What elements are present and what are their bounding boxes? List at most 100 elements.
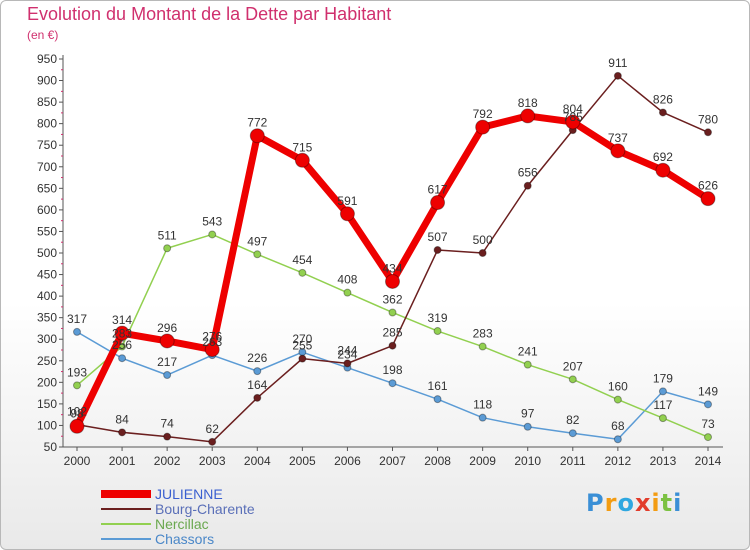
data-point-bourg-charente xyxy=(118,428,127,437)
data-label-chassors: 68 xyxy=(611,419,625,433)
data-point-bourg-charente xyxy=(478,249,487,257)
data-point-nercillac xyxy=(613,395,622,404)
data-point-nercillac xyxy=(704,433,712,442)
data-point-nercillac xyxy=(73,381,81,390)
data-label-julienne: 314 xyxy=(112,313,132,327)
data-label-chassors: 234 xyxy=(337,348,357,362)
data-point-bourg-charente xyxy=(298,354,307,363)
data-label-chassors: 198 xyxy=(382,363,402,377)
data-label-nercillac: 73 xyxy=(701,417,715,431)
data-point-chassors xyxy=(523,422,532,431)
data-point-julienne xyxy=(159,333,175,349)
logo-letter: x xyxy=(634,489,652,517)
data-point-julienne xyxy=(204,342,220,358)
data-label-julienne: 626 xyxy=(698,179,718,193)
y-tick-label: 500 xyxy=(37,246,57,260)
data-label-bourg-charente: 244 xyxy=(337,343,357,357)
x-tick-label: 2003 xyxy=(199,454,226,468)
unit-label: (en €) xyxy=(27,28,59,42)
data-label-chassors: 82 xyxy=(566,413,580,427)
data-label-nercillac: 511 xyxy=(158,228,177,242)
y-tick-label: 350 xyxy=(37,311,57,325)
data-label-nercillac: 160 xyxy=(608,380,628,394)
data-label-nercillac: 117 xyxy=(653,398,672,412)
data-point-julienne xyxy=(430,195,446,211)
y-tick-label: 900 xyxy=(37,74,57,88)
x-tick-label: 2006 xyxy=(334,454,361,468)
data-label-julienne: 818 xyxy=(518,96,538,110)
x-tick-label: 2014 xyxy=(695,454,722,468)
data-point-nercillac xyxy=(208,230,217,239)
data-point-chassors xyxy=(118,354,127,363)
data-point-chassors xyxy=(388,379,397,388)
data-point-bourg-charente xyxy=(343,359,352,368)
data-label-julienne: 591 xyxy=(337,194,357,208)
y-tick-label: 450 xyxy=(37,268,57,282)
data-point-julienne xyxy=(385,273,400,289)
data-label-nercillac: 454 xyxy=(292,253,312,267)
data-point-nercillac xyxy=(343,288,352,297)
logo-letter: i xyxy=(673,489,683,517)
data-point-nercillac xyxy=(523,360,532,369)
x-tick-label: 2011 xyxy=(560,454,586,468)
data-label-julienne: 296 xyxy=(157,321,177,335)
x-tick-label: 2010 xyxy=(514,454,541,468)
data-point-bourg-charente xyxy=(388,341,397,350)
data-label-chassors: 118 xyxy=(473,398,492,412)
data-point-julienne xyxy=(69,418,85,434)
logo-letter: P xyxy=(586,489,605,517)
data-point-nercillac xyxy=(568,375,577,384)
data-label-bourg-charente: 84 xyxy=(115,412,129,426)
y-tick-label: 750 xyxy=(37,138,57,152)
data-point-bourg-charente xyxy=(658,108,667,117)
data-point-bourg-charente xyxy=(523,181,532,190)
data-point-chassors xyxy=(613,435,622,444)
data-label-bourg-charente: 656 xyxy=(518,166,538,180)
data-label-bourg-charente: 507 xyxy=(428,230,448,244)
x-tick-label: 2007 xyxy=(379,454,406,468)
data-point-julienne xyxy=(294,152,310,168)
x-tick-label: 2005 xyxy=(289,454,316,468)
data-label-julienne: 715 xyxy=(292,140,312,154)
data-point-julienne xyxy=(610,143,626,159)
chart-title: Evolution du Montant de la Dette par Hab… xyxy=(27,4,392,24)
x-tick-label: 2013 xyxy=(650,454,677,468)
x-tick-label: 2000 xyxy=(64,454,91,468)
logo-letter: i xyxy=(651,489,661,517)
data-label-chassors: 256 xyxy=(112,338,132,352)
data-point-nercillac xyxy=(388,308,397,317)
data-point-julienne xyxy=(114,325,130,341)
y-tick-label: 800 xyxy=(37,117,57,131)
data-label-bourg-charente: 785 xyxy=(563,110,583,124)
data-point-julienne xyxy=(565,114,581,130)
data-label-julienne: 792 xyxy=(473,107,493,121)
data-point-chassors xyxy=(73,327,81,336)
legend-swatch xyxy=(101,490,151,498)
data-point-julienne xyxy=(655,162,671,178)
data-point-bourg-charente xyxy=(253,393,262,402)
legend-swatch xyxy=(101,523,151,525)
data-label-bourg-charente: 74 xyxy=(160,417,174,431)
x-tick-label: 2012 xyxy=(605,454,632,468)
data-point-bourg-charente xyxy=(704,128,712,137)
data-point-nercillac xyxy=(163,244,172,253)
y-tick-label: 400 xyxy=(37,289,57,303)
y-tick-label: 50 xyxy=(44,440,58,454)
y-tick-label: 100 xyxy=(37,418,57,432)
y-tick-label: 950 xyxy=(37,52,57,66)
data-point-julienne xyxy=(339,206,355,222)
legend-label: Bourg-Charente xyxy=(155,501,255,517)
data-label-julienne: 737 xyxy=(608,131,628,145)
legend-swatch xyxy=(101,508,151,510)
legend-label: JULIENNE xyxy=(155,486,223,502)
legend-label: Nercillac xyxy=(155,516,209,532)
legend-label: Chassors xyxy=(155,531,215,547)
data-label-nercillac: 207 xyxy=(563,359,583,373)
data-label-bourg-charente: 285 xyxy=(382,326,402,340)
data-label-nercillac: 193 xyxy=(67,365,87,379)
x-tick-label: 2002 xyxy=(154,454,181,468)
data-label-chassors: 317 xyxy=(67,312,87,326)
data-label-julienne: 98 xyxy=(70,406,84,420)
